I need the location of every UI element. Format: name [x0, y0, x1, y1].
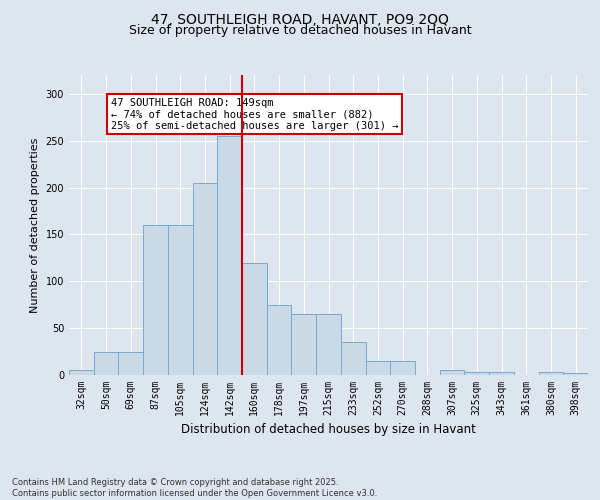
Bar — [168, 225, 193, 375]
Bar — [143, 225, 168, 375]
Bar — [69, 370, 94, 375]
Bar — [267, 304, 292, 375]
Text: 47, SOUTHLEIGH ROAD, HAVANT, PO9 2QQ: 47, SOUTHLEIGH ROAD, HAVANT, PO9 2QQ — [151, 12, 449, 26]
Bar — [489, 372, 514, 375]
Bar — [292, 314, 316, 375]
Text: Size of property relative to detached houses in Havant: Size of property relative to detached ho… — [128, 24, 472, 37]
Bar — [539, 372, 563, 375]
Y-axis label: Number of detached properties: Number of detached properties — [30, 138, 40, 312]
Bar — [341, 342, 365, 375]
Bar — [316, 314, 341, 375]
Bar — [242, 262, 267, 375]
Bar — [365, 361, 390, 375]
Text: Contains HM Land Registry data © Crown copyright and database right 2025.
Contai: Contains HM Land Registry data © Crown c… — [12, 478, 377, 498]
Bar — [440, 370, 464, 375]
Bar — [390, 361, 415, 375]
Bar — [217, 136, 242, 375]
Bar — [193, 183, 217, 375]
Bar — [464, 372, 489, 375]
Bar — [94, 352, 118, 375]
Text: 47 SOUTHLEIGH ROAD: 149sqm
← 74% of detached houses are smaller (882)
25% of sem: 47 SOUTHLEIGH ROAD: 149sqm ← 74% of deta… — [111, 98, 398, 130]
Bar — [118, 352, 143, 375]
X-axis label: Distribution of detached houses by size in Havant: Distribution of detached houses by size … — [181, 424, 476, 436]
Bar — [563, 373, 588, 375]
